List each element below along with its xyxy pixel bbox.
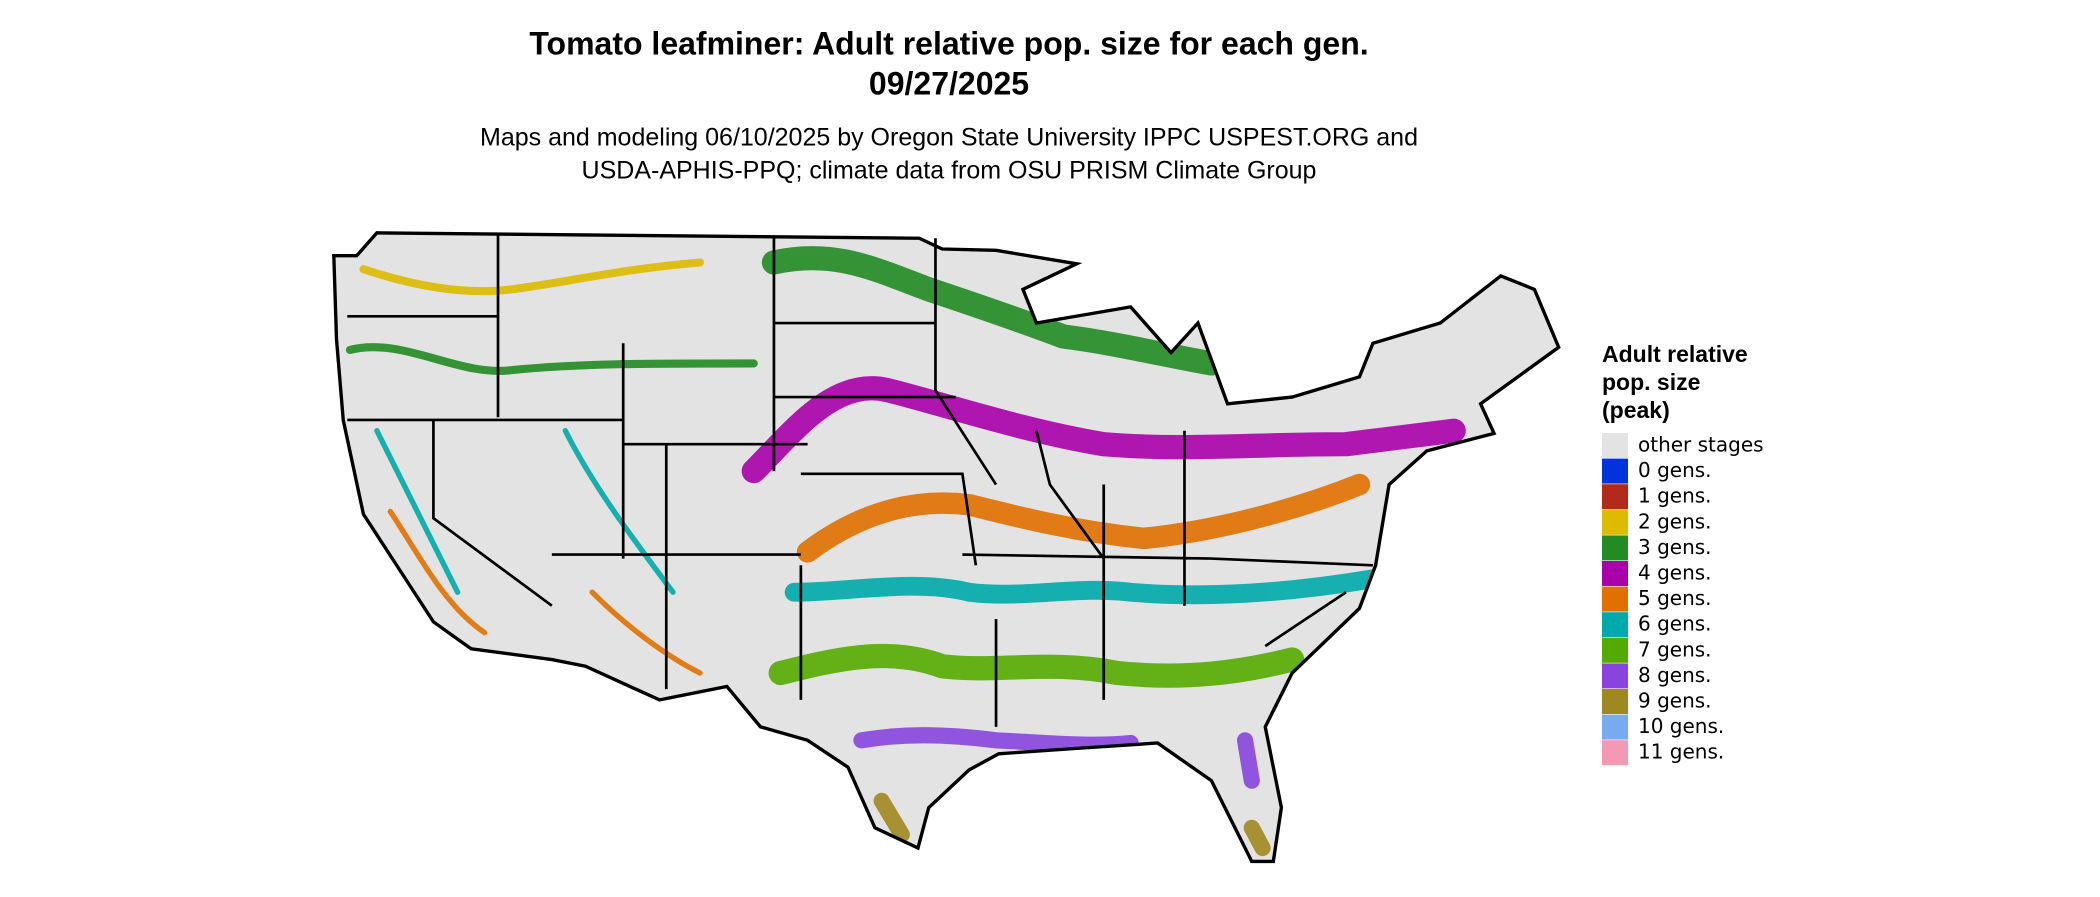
legend-swatch <box>1602 561 1628 586</box>
legend-title: Adult relative <box>1602 341 1748 367</box>
legend-swatch <box>1602 689 1628 714</box>
legend-label: 10 gens. <box>1638 714 1724 738</box>
legend-swatch <box>1602 612 1628 638</box>
legend-label: 2 gens. <box>1638 509 1712 533</box>
legend-label: 7 gens. <box>1638 637 1712 661</box>
subtitle: USDA-APHIS-PPQ; climate data from OSU PR… <box>582 157 1317 185</box>
legend-swatch <box>1602 740 1628 766</box>
title-date: 09/27/2025 <box>869 65 1029 101</box>
map <box>332 231 1561 864</box>
legend-swatch <box>1602 458 1628 484</box>
generation-bands <box>345 246 1466 857</box>
legend-title: pop. size <box>1602 369 1700 395</box>
legend-label: 6 gens. <box>1638 612 1712 636</box>
legend-label: 1 gens. <box>1638 484 1712 508</box>
legend-label: other stages <box>1638 433 1764 457</box>
legend-title: (peak) <box>1602 397 1670 423</box>
legend-label: 0 gens. <box>1638 458 1712 482</box>
legend-label: 5 gens. <box>1638 586 1712 610</box>
legend-swatch <box>1602 586 1628 612</box>
legend-swatch <box>1602 663 1628 689</box>
legend-swatch <box>1602 637 1628 663</box>
legend-label: 3 gens. <box>1638 535 1712 559</box>
subtitle: Maps and modeling 06/10/2025 by Oregon S… <box>480 124 1418 152</box>
legend-swatch <box>1602 714 1628 740</box>
legend-swatch <box>1602 509 1628 535</box>
legend-swatch <box>1602 535 1628 561</box>
legend-label: 11 gens. <box>1638 740 1724 764</box>
state-borders <box>332 231 1561 864</box>
land <box>333 232 1559 862</box>
legend-swatch <box>1602 484 1628 510</box>
legend-label: 4 gens. <box>1638 561 1712 585</box>
title: Tomato leafminer: Adult relative pop. si… <box>529 25 1368 61</box>
legend-label: 8 gens. <box>1638 663 1712 687</box>
legend-label: 9 gens. <box>1638 689 1712 713</box>
legend-swatch <box>1602 433 1628 458</box>
